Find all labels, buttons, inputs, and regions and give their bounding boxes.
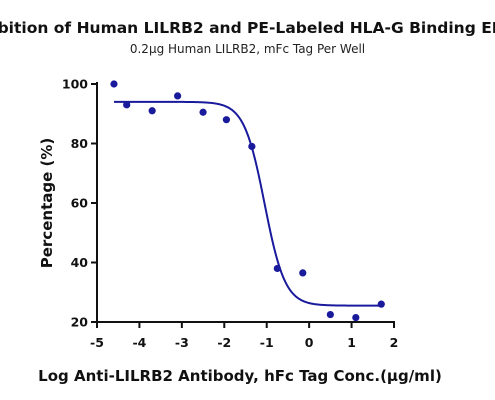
fit-curve-group xyxy=(114,102,381,306)
x-tick-label: -3 xyxy=(175,335,189,350)
data-point xyxy=(149,107,156,114)
x-tick-label: -1 xyxy=(260,335,274,350)
data-point xyxy=(199,109,206,116)
y-tick-label: 100 xyxy=(62,77,88,92)
y-tick-label: 80 xyxy=(71,136,89,151)
x-tick-label: 1 xyxy=(347,335,356,350)
y-axis-title: Percentage (%) xyxy=(38,138,56,268)
y-tick-label: 20 xyxy=(71,315,89,330)
data-point xyxy=(123,101,130,108)
data-point xyxy=(274,265,281,272)
data-points xyxy=(110,80,385,321)
x-tick-label: 0 xyxy=(305,335,314,350)
data-point xyxy=(174,92,181,99)
x-tick-label: -4 xyxy=(132,335,146,350)
fit-curve xyxy=(114,102,381,306)
data-point xyxy=(223,116,230,123)
data-point xyxy=(110,80,117,87)
chart-subtitle: 0.2µg Human LILRB2, mFc Tag Per Well xyxy=(130,42,365,56)
y-tick-label: 40 xyxy=(71,255,89,270)
y-tick-label: 60 xyxy=(71,196,89,211)
data-point xyxy=(352,314,359,321)
x-axis-title: Log Anti-LILRB2 Antibody, hFc Tag Conc.(… xyxy=(38,367,442,385)
chart-title: Inhibition of Human LILRB2 and PE-Labele… xyxy=(0,19,495,37)
x-tick-label: -2 xyxy=(217,335,231,350)
data-point xyxy=(378,301,385,308)
axes: -5 -4 -3 -2 -1 0 1 2 20 40 60 80 100 xyxy=(62,77,398,351)
x-tick-label: 2 xyxy=(390,335,399,350)
data-point xyxy=(248,143,255,150)
data-point xyxy=(327,311,334,318)
x-tick-label: -5 xyxy=(90,335,104,350)
data-point xyxy=(299,269,306,276)
